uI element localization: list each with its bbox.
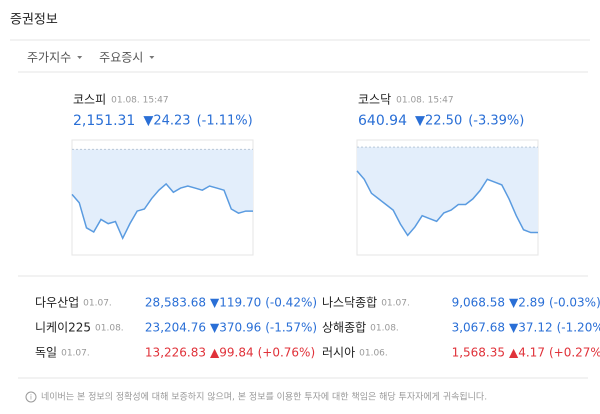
index-value: 2,151.31	[73, 113, 135, 129]
info-icon-i: i	[30, 394, 32, 402]
market-percent: (+0.27%)	[549, 346, 600, 360]
market-date: 01.07.	[83, 299, 112, 309]
market-change: ▲4.17	[509, 346, 545, 360]
market-change: ▼2.89	[509, 296, 545, 310]
market-value: 9,068.58	[452, 296, 505, 310]
market-value: 28,583.68	[145, 296, 206, 310]
market-change: ▲99.84	[210, 346, 254, 360]
index-date: 01.08. 15:47	[111, 96, 168, 106]
tab[interactable]: 주요증시	[99, 51, 143, 65]
widget-title: 증권정보	[10, 13, 58, 28]
market-name: 니케이225	[35, 321, 91, 335]
notice: 네이버는 본 정보의 정확성에 대해 보증하지 않으며, 본 정보를 이용한 투…	[41, 391, 487, 403]
market-name: 나스닥종합	[322, 296, 377, 310]
info-icon	[25, 391, 37, 403]
chart-line	[71, 182, 253, 241]
market-date: 01.06.	[359, 349, 388, 359]
market-change: ▼370.96	[210, 321, 261, 335]
market-change: ▼37.12	[509, 321, 553, 335]
index-name: 코스피	[73, 93, 106, 107]
index-percent: (-3.39%)	[468, 114, 524, 129]
chart-line	[356, 170, 538, 237]
market-percent: (-0.03%)	[549, 296, 600, 310]
market-value: 23,204.76	[145, 321, 206, 335]
market-name: 상해종합	[322, 321, 366, 335]
market-name: 러시아	[322, 346, 355, 360]
market-percent: (-1.57%)	[265, 321, 317, 335]
index-change: ▼22.50	[415, 114, 462, 129]
market-name: 독일	[35, 346, 57, 360]
market-date: 01.07.	[61, 349, 90, 359]
dropdown-caret	[149, 56, 155, 59]
market-value: 3,067.68	[452, 321, 505, 335]
index-change: ▼24.23	[143, 114, 190, 129]
market-value: 1,568.35	[452, 346, 505, 360]
chart-area	[72, 149, 253, 239]
chart-area	[357, 147, 538, 236]
market-percent: (+0.76%)	[258, 346, 316, 360]
market-name: 다우산업	[35, 296, 79, 310]
dropdown-caret	[77, 56, 83, 59]
index-value: 640.94	[358, 113, 407, 129]
market-percent: (-1.20%)	[557, 321, 600, 335]
market-date: 01.07.	[381, 299, 410, 309]
index-name: 코스닥	[358, 93, 391, 107]
market-date: 01.08.	[95, 324, 124, 334]
tab[interactable]: 주가지수	[27, 51, 71, 65]
market-percent: (-0.42%)	[265, 296, 317, 310]
market-date: 01.08.	[370, 324, 399, 334]
market-value: 13,226.83	[145, 346, 206, 360]
market-change: ▼119.70	[210, 296, 261, 310]
index-percent: (-1.11%)	[197, 114, 253, 129]
index-date: 01.08. 15:47	[396, 96, 453, 106]
